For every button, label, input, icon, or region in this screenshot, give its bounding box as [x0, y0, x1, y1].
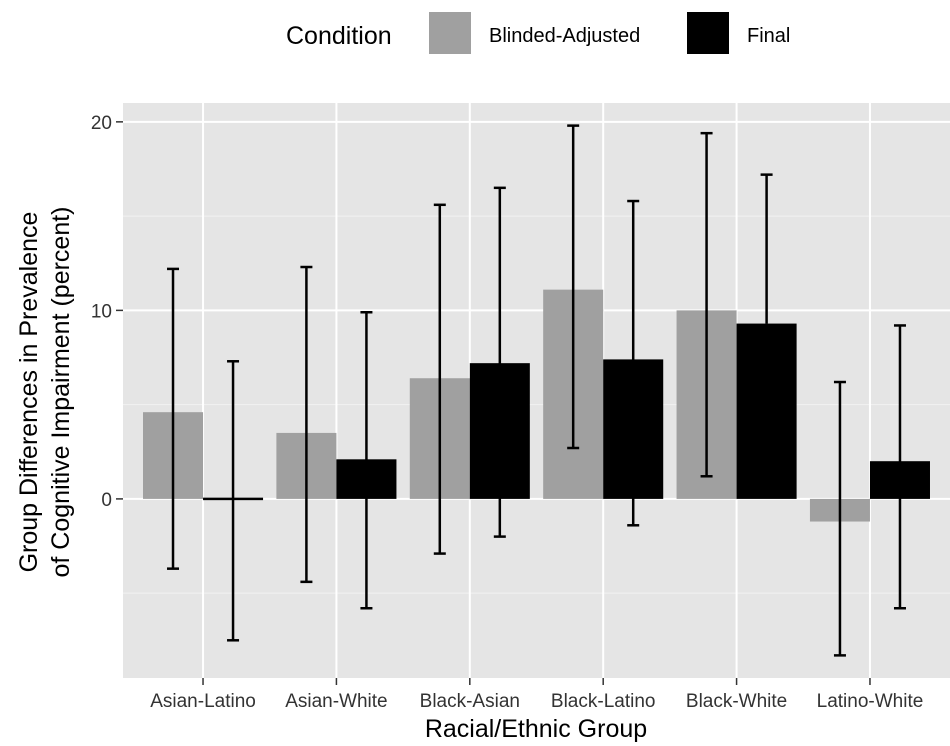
x-axis: Asian-Latino Asian-White Black-Asian Black-… [150, 678, 923, 712]
minor-gridlines [123, 215, 950, 594]
x-axis-title: Racial/Ethnic Group [425, 715, 647, 743]
plot-panel [123, 103, 950, 678]
x-tick-label-3: Black-Latino [551, 691, 656, 712]
legend-swatch-blinded-adjusted [427, 10, 473, 56]
y-tick-label-0: 0 [101, 490, 112, 511]
legend-label-blinded-adjusted: Blinded-Adjusted [489, 25, 640, 47]
y-axis-title-line-2: of Cognitive Impairment (percent) [47, 207, 75, 578]
x-tick-label-0: Asian-Latino [150, 691, 256, 712]
y-axis: 0 10 20 [91, 113, 123, 511]
y-axis-title: Group Differences in Prevalence [15, 212, 43, 573]
legend-swatch-final [685, 10, 731, 56]
x-tick-label-2: Black-Asian [420, 691, 520, 712]
legend-title: Condition [286, 22, 392, 50]
x-tick-label-5: Latino-White [817, 691, 924, 712]
y-tick-label-1: 10 [91, 301, 112, 322]
legend-label-final: Final [747, 25, 790, 47]
x-tick-label-4: Black-White [686, 691, 787, 712]
y-axis-title-2: of Cognitive Impairment (percent) [47, 207, 75, 578]
error-bars [167, 124, 906, 657]
bar-final-4 [736, 323, 797, 499]
x-tick-label-1: Asian-White [285, 691, 387, 712]
y-tick-label-2: 20 [91, 113, 112, 134]
legend: Condition Blinded-Adjusted Final [286, 10, 790, 56]
y-axis-title-line-1: Group Differences in Prevalence [15, 212, 43, 573]
